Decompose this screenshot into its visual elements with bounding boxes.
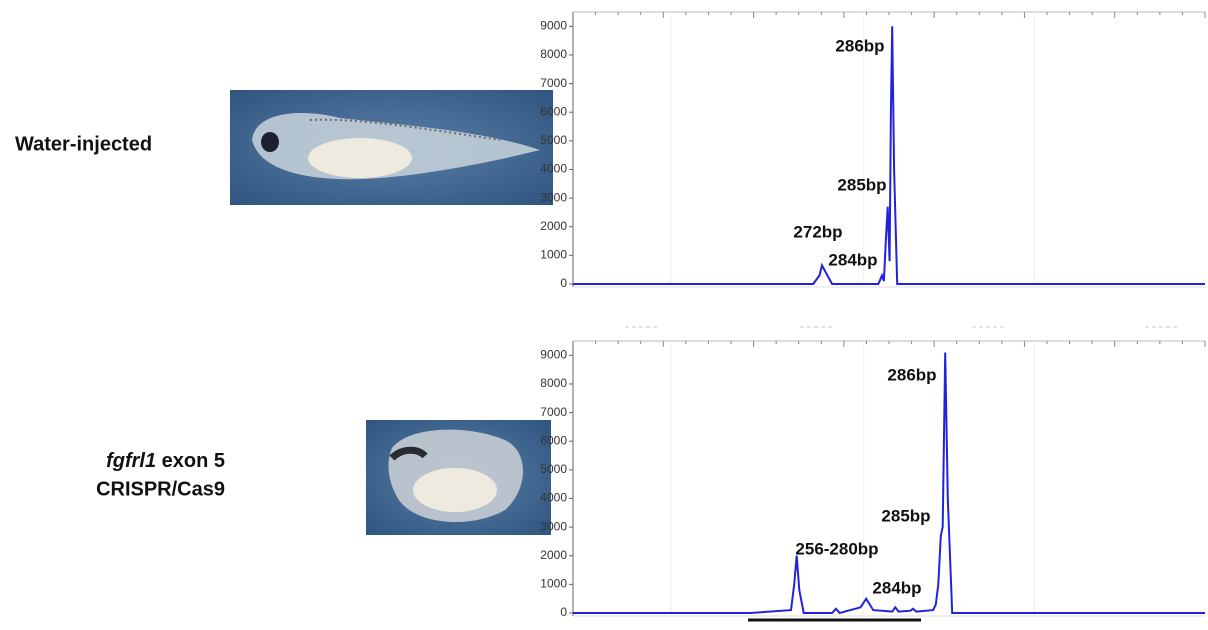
- y-tick-label: 1000: [540, 577, 567, 591]
- trace: [573, 26, 1205, 284]
- trace: [573, 353, 1205, 614]
- sample-label: CRISPR/Cas9: [96, 478, 225, 500]
- y-tick-label: 3000: [540, 519, 567, 533]
- y-tick-label: 6000: [540, 433, 567, 447]
- y-tick-label: 7000: [540, 76, 567, 90]
- y-tick-label: 0: [560, 605, 567, 619]
- y-tick-label: 2000: [540, 219, 567, 233]
- y-tick-label: 9000: [540, 18, 567, 32]
- peak-label: 285bp: [881, 506, 930, 525]
- gene-name: fgfrl1: [106, 450, 156, 472]
- y-tick-label: 6000: [540, 104, 567, 118]
- peak-label: 286bp: [835, 36, 884, 55]
- y-tick-label: 4000: [540, 491, 567, 505]
- tadpole-image-2: [366, 420, 551, 535]
- sample-label: Water-injected: [15, 133, 152, 155]
- peak-label: 284bp: [872, 578, 921, 597]
- tadpole-image-1: [230, 90, 553, 205]
- y-tick-label: 5000: [540, 133, 567, 147]
- y-tick-label: 5000: [540, 462, 567, 476]
- sample-label: fgfrl1 exon 5: [106, 450, 225, 472]
- y-tick-label: 9000: [540, 347, 567, 361]
- y-tick-label: 8000: [540, 376, 567, 390]
- peak-label: 285bp: [837, 175, 886, 194]
- y-tick-label: 4000: [540, 162, 567, 176]
- figure: Water-injected fgfrl1 exon 5 CRISPR/Cas9…: [0, 0, 1208, 630]
- sample-label: exon 5: [162, 450, 225, 472]
- peak-label: 256-280bp: [795, 539, 878, 558]
- peak-label: 286bp: [887, 365, 936, 384]
- peak-label: 284bp: [828, 250, 877, 269]
- y-tick-label: 2000: [540, 548, 567, 562]
- y-tick-label: 8000: [540, 47, 567, 61]
- y-tick-label: 1000: [540, 248, 567, 262]
- y-tick-label: 0: [560, 276, 567, 290]
- y-tick-label: 7000: [540, 405, 567, 419]
- peak-label: 272bp: [793, 222, 842, 241]
- y-tick-label: 3000: [540, 190, 567, 204]
